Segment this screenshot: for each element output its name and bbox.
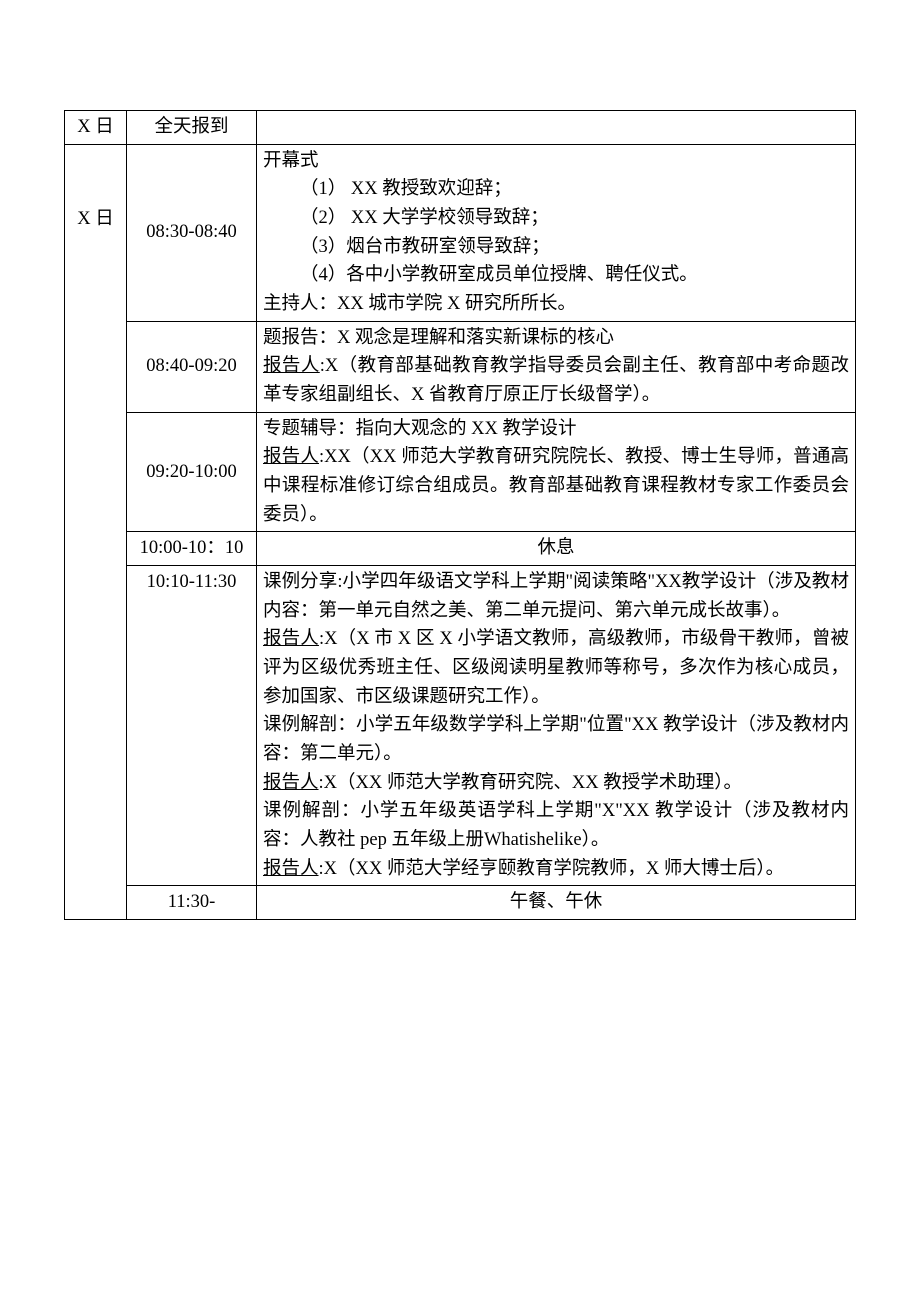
content-cell: 休息	[257, 532, 856, 566]
content-line: 报告人:X（XX 师范大学经亨颐教育学院教师，X 师大博士后）。	[263, 855, 849, 884]
content-line: 主持人：XX 城市学院 X 研究所所长。	[263, 290, 849, 319]
table-row: 10:10-11:30 课例分享:小学四年级语文学科上学期"阅读策略"XX教学设…	[65, 566, 856, 886]
content-line: 开幕式	[263, 147, 849, 176]
time-cell: 08:40-09:20	[127, 321, 257, 412]
reporter-label: 报告人	[263, 629, 319, 649]
content-cell: 午餐、午休	[257, 886, 856, 920]
content-cell: 课例分享:小学四年级语文学科上学期"阅读策略"XX教学设计（涉及教材内容：第一单…	[257, 566, 856, 886]
schedule-tbody: X 日 全天报到 X 日 08:30-08:40 开幕式 （1） XX 教授致欢…	[65, 111, 856, 920]
time-cell: 10:00-10：10	[127, 532, 257, 566]
reporter-label: 报告人	[263, 773, 319, 793]
reporter-label: 报告人	[263, 859, 319, 879]
content-line: 报告人:X（X 市 X 区 X 小学语文教师，高级教师，市级骨干教师，曾被评为区…	[263, 625, 849, 711]
reporter-label: 报告人	[263, 447, 319, 467]
reporter-text: :X（教育部基础教育教学指导委员会副主任、教育部中考命题改革专家组副组长、X 省…	[263, 356, 849, 405]
time-cell: 08:30-08:40	[127, 144, 257, 321]
content-line: （3）烟台市教研室领导致辞；	[263, 233, 849, 262]
reporter-label: 报告人	[263, 356, 320, 376]
content-line: 课例解剖：小学五年级数学学科上学期"位置"XX 教学设计（涉及教材内容：第二单元…	[263, 711, 849, 768]
content-line: （2） XX 大学学校领导致辞；	[263, 204, 849, 233]
date-cell: X 日	[65, 111, 127, 145]
content-line: （1） XX 教授致欢迎辞；	[263, 175, 849, 204]
table-row: 10:00-10：10 休息	[65, 532, 856, 566]
reporter-text: :XX（XX 师范大学教育研究院院长、教授、博士生导师，普通高中课程标准修订综合…	[263, 447, 849, 524]
content-line: 课例分享:小学四年级语文学科上学期"阅读策略"XX教学设计（涉及教材内容：第一单…	[263, 568, 849, 625]
table-row: X 日 全天报到	[65, 111, 856, 145]
table-row: X 日 08:30-08:40 开幕式 （1） XX 教授致欢迎辞； （2） X…	[65, 144, 856, 321]
time-cell: 09:20-10:00	[127, 412, 257, 532]
table-row: 08:40-09:20 题报告：X 观念是理解和落实新课标的核心 报告人:X（教…	[65, 321, 856, 412]
content-line: （4）各中小学教研室成员单位授牌、聘任仪式。	[263, 261, 849, 290]
content-cell	[257, 111, 856, 145]
date-cell: X 日	[65, 144, 127, 919]
reporter-text: :X（XX 师范大学教育研究院、XX 教授学术助理）。	[319, 773, 742, 793]
content-cell: 开幕式 （1） XX 教授致欢迎辞； （2） XX 大学学校领导致辞； （3）烟…	[257, 144, 856, 321]
content-line: 课例解剖：小学五年级英语学科上学期"X"XX 教学设计（涉及教材内容：人教社 p…	[263, 797, 849, 854]
reporter-text: :X（X 市 X 区 X 小学语文教师，高级教师，市级骨干教师，曾被评为区级优秀…	[263, 629, 849, 706]
content-line: 题报告：X 观念是理解和落实新课标的核心	[263, 324, 849, 353]
reporter-text: :X（XX 师范大学经亨颐教育学院教师，X 师大博士后）。	[319, 859, 785, 879]
content-line: 报告人:XX（XX 师范大学教育研究院院长、教授、博士生导师，普通高中课程标准修…	[263, 443, 849, 529]
content-cell: 专题辅导：指向大观念的 XX 教学设计 报告人:XX（XX 师范大学教育研究院院…	[257, 412, 856, 532]
time-cell: 全天报到	[127, 111, 257, 145]
content-line: 报告人:X（教育部基础教育教学指导委员会副主任、教育部中考命题改革专家组副组长、…	[263, 352, 849, 409]
time-cell: 11:30-	[127, 886, 257, 920]
schedule-table: X 日 全天报到 X 日 08:30-08:40 开幕式 （1） XX 教授致欢…	[64, 110, 856, 920]
table-row: 09:20-10:00 专题辅导：指向大观念的 XX 教学设计 报告人:XX（X…	[65, 412, 856, 532]
time-cell: 10:10-11:30	[127, 566, 257, 886]
content-cell: 题报告：X 观念是理解和落实新课标的核心 报告人:X（教育部基础教育教学指导委员…	[257, 321, 856, 412]
content-line: 专题辅导：指向大观念的 XX 教学设计	[263, 415, 849, 444]
content-line: 报告人:X（XX 师范大学教育研究院、XX 教授学术助理）。	[263, 769, 849, 798]
table-row: 11:30- 午餐、午休	[65, 886, 856, 920]
